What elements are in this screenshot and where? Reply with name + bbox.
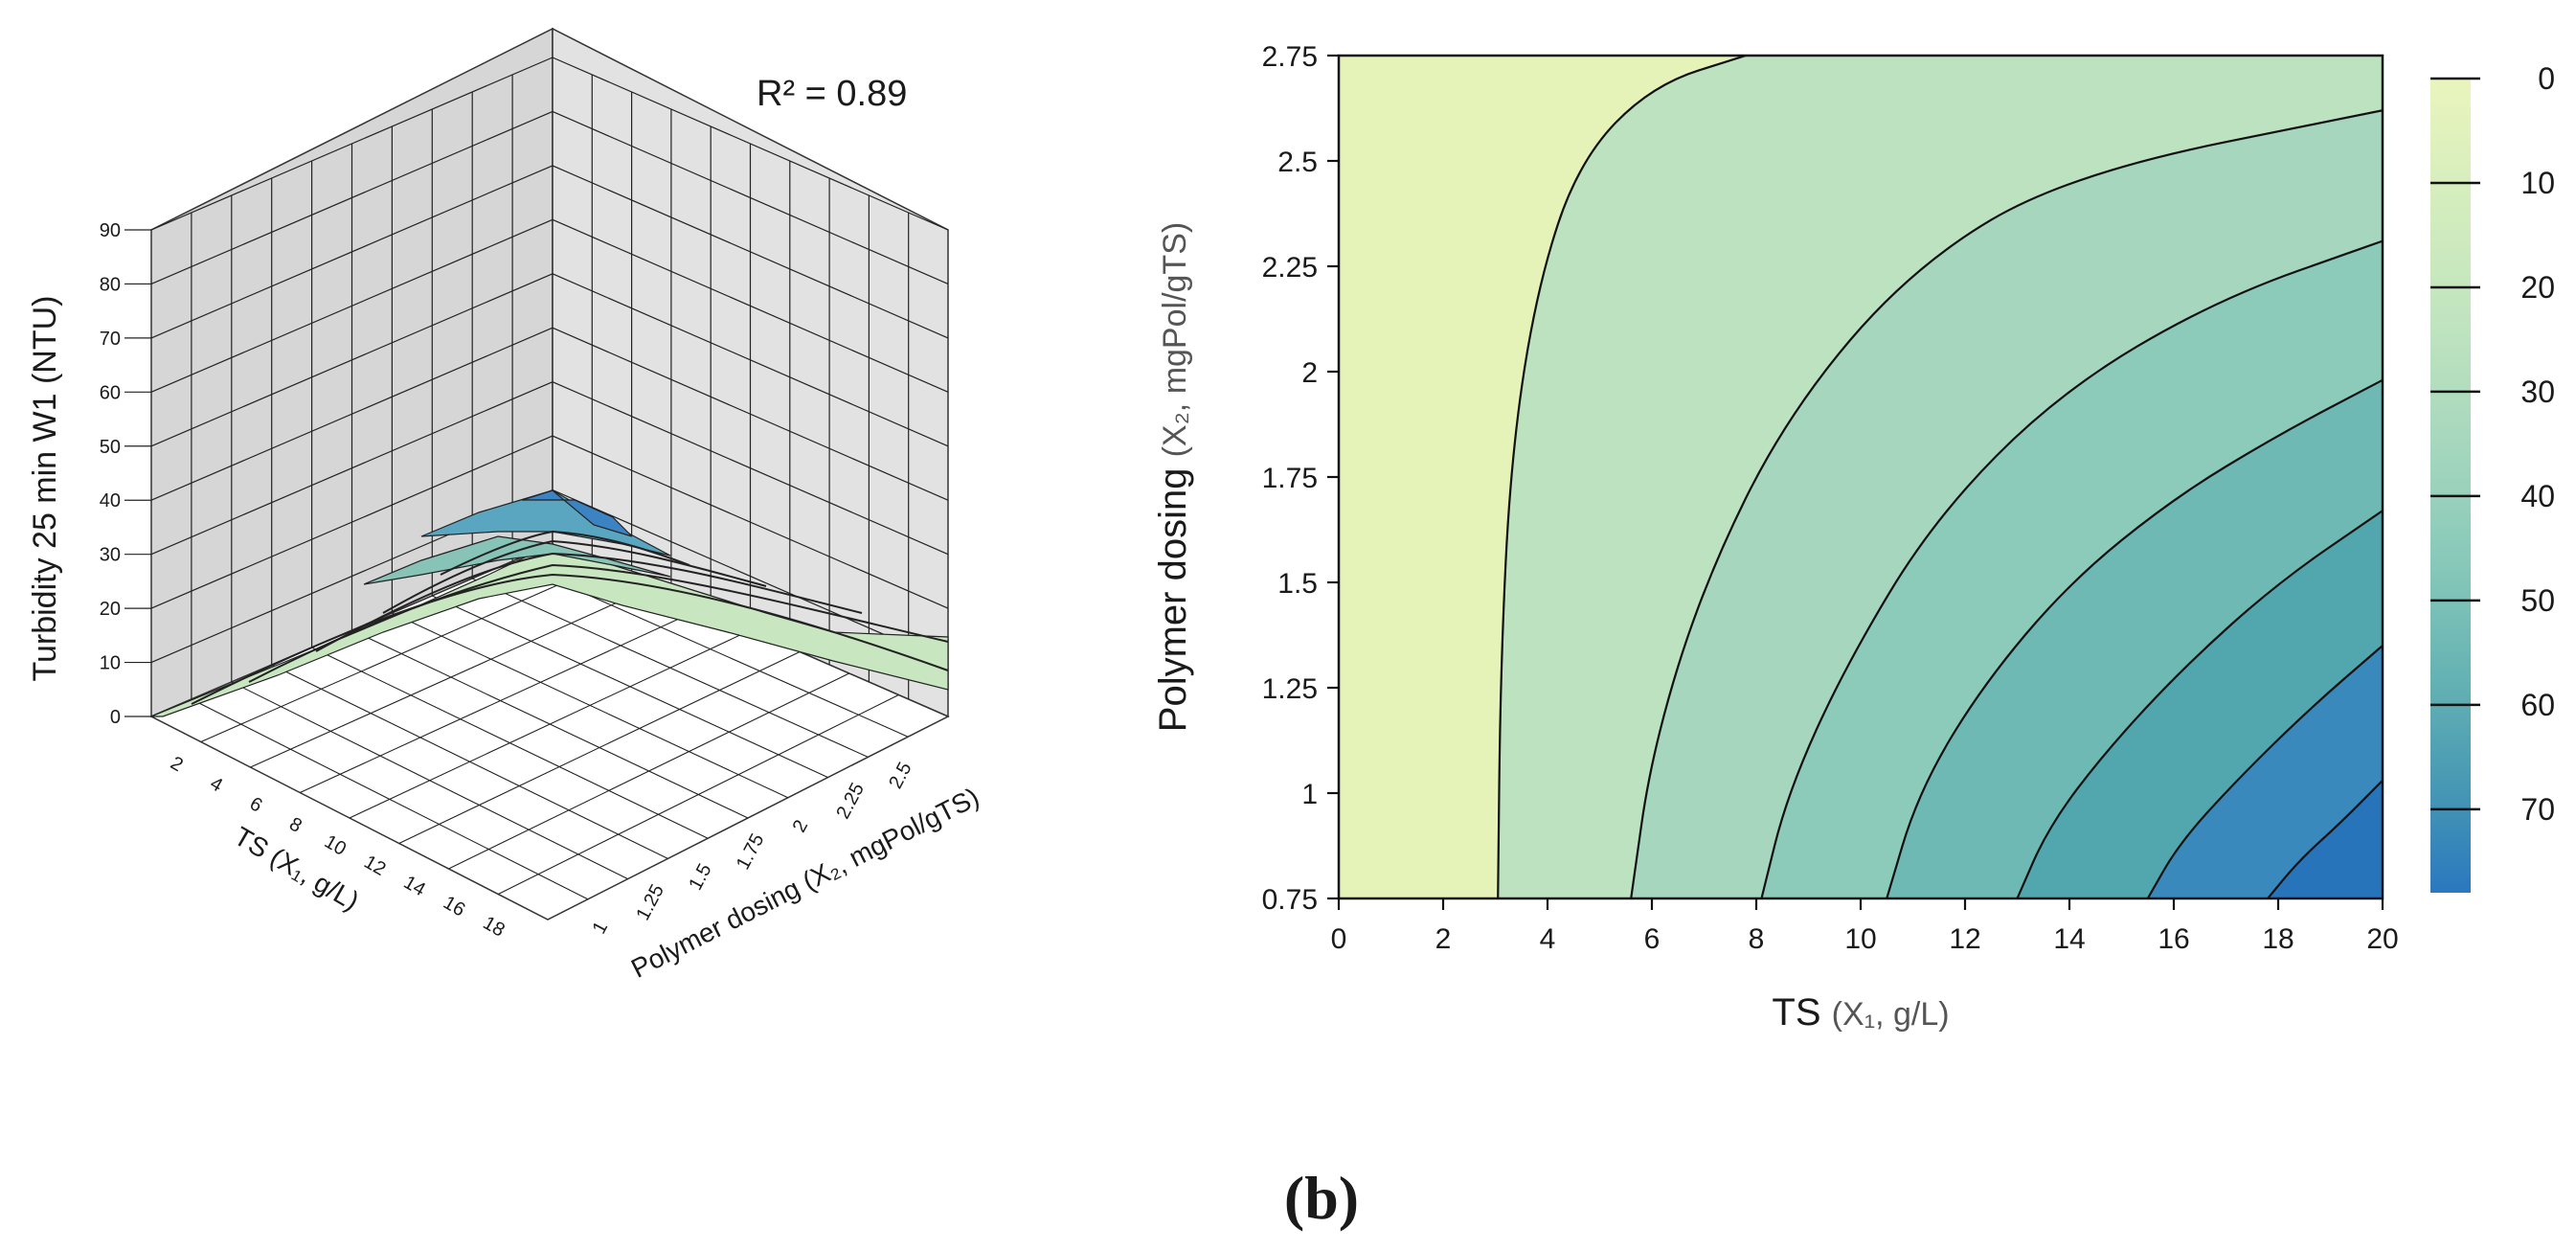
x-tick-label-3d: 14 bbox=[400, 872, 429, 900]
panel-label: (b) bbox=[1284, 1164, 1359, 1232]
z-tick-label: 70 bbox=[100, 329, 121, 350]
x-axis-label-3d: TS (X₁, g/L) bbox=[229, 821, 364, 916]
x-tick-label: 20 bbox=[2366, 923, 2398, 955]
y-tick-label-3d: 2.25 bbox=[832, 780, 869, 823]
x-axis-label-sub: (X₁, g/L) bbox=[1832, 996, 1950, 1033]
y-tick-label: 1.75 bbox=[1262, 463, 1318, 494]
r-squared-annotation: R² = 0.89 bbox=[757, 74, 907, 114]
y-axis-label-main: Polymer dosing bbox=[1152, 468, 1194, 733]
y-tick-label-3d: 1 bbox=[589, 919, 613, 938]
y-tick-label: 1.25 bbox=[1262, 673, 1318, 705]
z-tick-label: 50 bbox=[100, 437, 121, 458]
x-tick-label-3d: 10 bbox=[321, 831, 350, 860]
colorbar-ticks: 0 10 20 30 40 50 60 70 bbox=[2430, 61, 2555, 827]
contour-line-20 bbox=[1630, 109, 2383, 898]
y-tick-label-3d: 2.5 bbox=[885, 759, 915, 792]
x-tick-label: 12 bbox=[1949, 923, 1980, 955]
y-tick-label-3d: 2 bbox=[789, 817, 813, 836]
x-tick-label-3d: 12 bbox=[360, 852, 389, 880]
contour-band bbox=[1339, 56, 1747, 898]
contour-line-60 bbox=[2146, 645, 2383, 898]
y-axis-ticks: 0.75 1 1.25 1.5 1.75 2 2.25 2.5 2.75 bbox=[1262, 41, 1339, 916]
x-tick-label-3d: 18 bbox=[479, 913, 508, 942]
x-tick-label: 2 bbox=[1435, 923, 1452, 955]
contour-line-10 bbox=[1497, 56, 1747, 898]
y-axis-label: Polymer dosing (X₂, mgPol/gTS) bbox=[1152, 222, 1194, 732]
x-tick-label: 8 bbox=[1749, 923, 1765, 955]
x-tick-label: 0 bbox=[1331, 923, 1347, 955]
x-tick-label-3d: 16 bbox=[440, 892, 468, 920]
colorbar-tick-label: 50 bbox=[2520, 583, 2555, 618]
z-tick-label: 20 bbox=[100, 599, 121, 620]
x-tick-label-3d: 4 bbox=[206, 773, 226, 797]
contour-plot: 0 2 4 6 8 10 12 14 16 18 20 0.75 1 1.25 1.5 1.75 2 2.25 2… bbox=[1152, 41, 2555, 1034]
x-tick-label-3d: 8 bbox=[285, 813, 305, 837]
x-axis-label: TS (X₁, g/L) bbox=[1772, 991, 1949, 1034]
y-tick-label: 1.5 bbox=[1277, 568, 1318, 600]
y-tick-label: 2 bbox=[1301, 357, 1318, 389]
y-axis-label-sub: (X₂, mgPol/gTS) bbox=[1157, 222, 1193, 458]
colorbar bbox=[2430, 79, 2471, 893]
x-tick-label: 10 bbox=[1844, 923, 1876, 955]
y-tick-label: 0.75 bbox=[1262, 884, 1318, 916]
contour-line-30 bbox=[1760, 239, 2383, 898]
grid-3d bbox=[150, 57, 949, 900]
colorbar-tick-label: 30 bbox=[2520, 375, 2555, 409]
contour-line-40 bbox=[1886, 378, 2383, 898]
z-tick-label: 40 bbox=[100, 490, 121, 511]
z-tick-label: 80 bbox=[100, 274, 121, 295]
colorbar-tick-label: 10 bbox=[2520, 166, 2555, 200]
z-tick-label: 90 bbox=[100, 220, 121, 241]
x-tick-label: 6 bbox=[1644, 923, 1661, 955]
z-tick-label: 0 bbox=[110, 707, 121, 728]
contour-line-50 bbox=[2016, 510, 2383, 898]
y-tick-label-3d: 1.5 bbox=[685, 860, 715, 894]
y-tick-label-3d: 1.75 bbox=[733, 830, 769, 874]
y-tick-label: 2.5 bbox=[1277, 147, 1318, 178]
colorbar-tick-label: 20 bbox=[2520, 270, 2555, 305]
y-tick-label: 1 bbox=[1301, 779, 1318, 810]
z-tick-label: 30 bbox=[100, 545, 121, 566]
contour-lines bbox=[1497, 56, 2383, 898]
x-tick-label: 14 bbox=[2053, 923, 2085, 955]
colorbar-tick-label: 60 bbox=[2520, 688, 2555, 722]
contour-bands bbox=[1339, 56, 2383, 898]
x-axis-label-main: TS bbox=[1772, 991, 1820, 1034]
x-tick-label: 4 bbox=[1540, 923, 1556, 955]
y-tick-label: 2.75 bbox=[1262, 41, 1318, 73]
z-axis-label: Turbidity 25 min W1 (NTU) bbox=[27, 295, 63, 681]
x-tick-label-3d: 2 bbox=[167, 753, 187, 777]
colorbar-tick-label: 70 bbox=[2520, 792, 2555, 827]
contour-line-70 bbox=[2267, 780, 2383, 898]
z-tick-label: 60 bbox=[100, 382, 121, 403]
response-surface bbox=[150, 489, 949, 717]
colorbar-tick-label: 0 bbox=[2538, 61, 2555, 96]
colorbar-tick-label: 40 bbox=[2520, 479, 2555, 513]
y-tick-label: 2.25 bbox=[1262, 252, 1318, 284]
x-tick-label: 16 bbox=[2158, 923, 2189, 955]
x-tick-label-3d: 6 bbox=[246, 793, 266, 817]
y-tick-label-3d: 1.25 bbox=[632, 881, 668, 924]
x-axis-ticks: 0 2 4 6 8 10 12 14 16 18 20 bbox=[1331, 898, 2399, 955]
x-tick-label: 18 bbox=[2262, 923, 2294, 955]
z-tick-label: 10 bbox=[100, 653, 121, 674]
contour-band bbox=[1339, 56, 2383, 898]
